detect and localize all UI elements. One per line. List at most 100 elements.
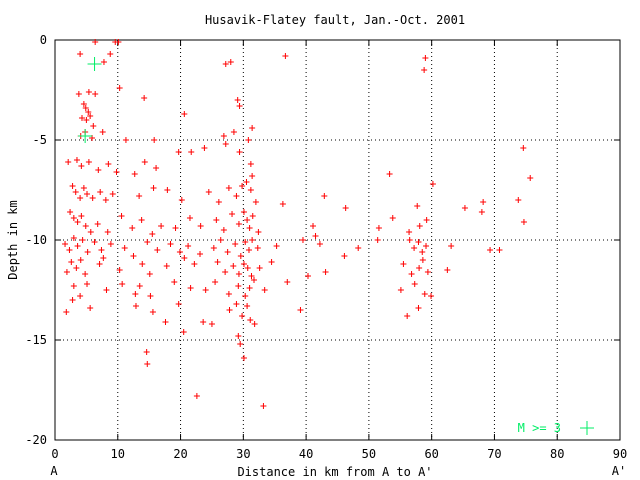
event-point — [68, 259, 75, 265]
event-point — [235, 271, 242, 277]
event-point — [310, 223, 317, 229]
event-point — [422, 55, 429, 61]
x-tick-label: 30 — [236, 447, 250, 461]
event-point — [171, 279, 178, 285]
event-point — [77, 195, 84, 201]
event-point — [242, 239, 249, 245]
event-point — [79, 237, 86, 243]
event-point — [448, 243, 455, 249]
event-point — [235, 333, 242, 339]
event-point — [237, 253, 244, 259]
event-point — [240, 209, 247, 215]
event-point — [421, 291, 428, 297]
event-point — [73, 157, 80, 163]
event-point — [415, 305, 422, 311]
event-point — [116, 267, 123, 273]
large-event-point — [78, 129, 93, 143]
event-point — [100, 255, 107, 261]
event-point — [167, 241, 174, 247]
event-point — [421, 67, 428, 73]
event-point — [143, 349, 150, 355]
event-point — [397, 287, 404, 293]
event-point — [186, 215, 193, 221]
legend: M >= 3 — [518, 421, 594, 435]
event-point — [478, 209, 485, 215]
event-point — [77, 293, 84, 299]
event-point — [115, 39, 122, 45]
event-point — [139, 261, 146, 267]
event-point — [130, 253, 137, 259]
event-point — [92, 91, 99, 97]
event-point — [386, 171, 393, 177]
event-point — [202, 287, 209, 293]
event-point — [84, 249, 91, 255]
event-point — [122, 137, 129, 143]
legend-marker — [580, 421, 594, 435]
event-point — [247, 317, 254, 323]
event-point — [144, 361, 151, 367]
event-point — [77, 257, 84, 263]
event-point — [419, 249, 426, 255]
event-point — [297, 307, 304, 313]
event-point — [175, 149, 182, 155]
x-axis-label: Distance in km from A to A' — [237, 465, 432, 479]
event-point — [164, 187, 171, 193]
event-point — [414, 203, 421, 209]
event-point — [234, 97, 241, 103]
x-axis: 0 10 20 30 40 50 60 70 80 90 — [51, 40, 627, 461]
event-point — [66, 247, 73, 253]
event-point — [136, 283, 143, 289]
event-point — [141, 159, 148, 165]
event-point — [222, 61, 229, 67]
event-point — [222, 141, 229, 147]
event-point — [232, 241, 239, 247]
event-point — [215, 199, 222, 205]
event-point — [208, 321, 215, 327]
event-point — [227, 59, 234, 65]
event-point — [70, 215, 77, 221]
event-point — [149, 309, 156, 315]
event-point — [304, 273, 311, 279]
event-point — [212, 279, 219, 285]
y-tick-label: -20 — [25, 433, 47, 447]
event-point — [217, 237, 224, 243]
event-point — [411, 245, 418, 251]
event-point — [428, 293, 435, 299]
x-tick-label: 60 — [424, 447, 438, 461]
event-point — [249, 237, 256, 243]
event-point — [416, 223, 423, 229]
event-point — [132, 303, 139, 309]
event-point — [284, 279, 291, 285]
event-point — [84, 191, 91, 197]
event-point — [260, 403, 267, 409]
event-point — [70, 283, 77, 289]
event-point — [132, 291, 139, 297]
event-point — [87, 305, 94, 311]
event-point — [374, 237, 381, 243]
event-point — [175, 301, 182, 307]
end-label-a: A — [50, 464, 58, 478]
event-point — [74, 219, 81, 225]
event-point — [147, 293, 154, 299]
event-point — [527, 175, 534, 181]
event-point — [316, 241, 323, 247]
event-point — [210, 245, 217, 251]
event-point — [80, 101, 87, 107]
event-point — [515, 197, 522, 203]
event-point — [273, 243, 280, 249]
event-point — [129, 225, 136, 231]
event-point — [249, 173, 256, 179]
event-point — [355, 245, 362, 251]
event-point — [255, 229, 262, 235]
event-point — [163, 263, 170, 269]
event-point — [261, 287, 268, 293]
event-point — [205, 189, 212, 195]
end-label-a-prime: A' — [612, 464, 626, 478]
event-point — [220, 227, 227, 233]
y-tick-label: -5 — [33, 133, 47, 147]
event-point — [153, 165, 160, 171]
event-point — [247, 187, 254, 193]
event-point — [322, 269, 329, 275]
event-point — [85, 89, 92, 95]
